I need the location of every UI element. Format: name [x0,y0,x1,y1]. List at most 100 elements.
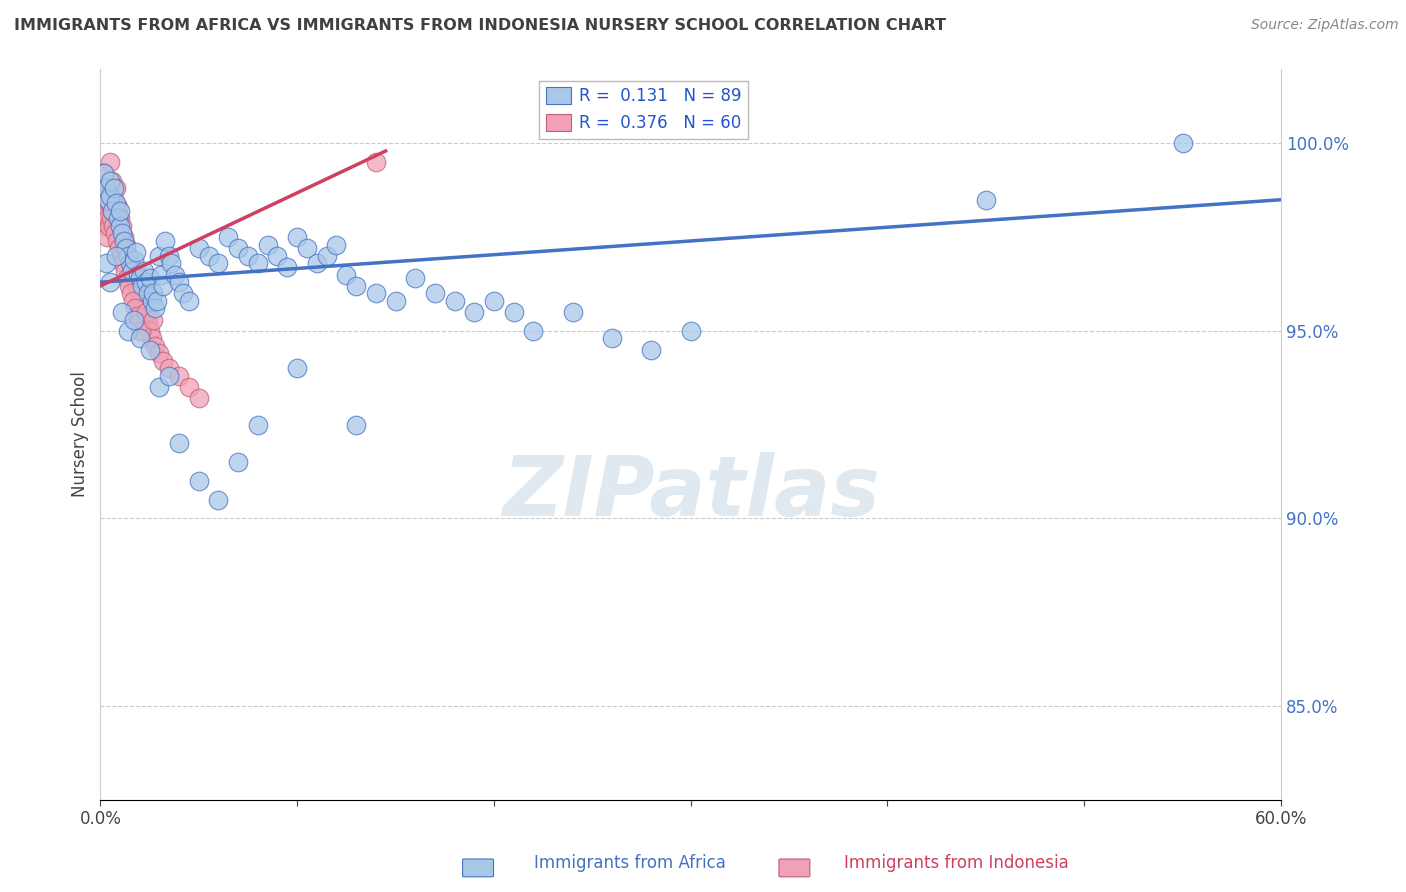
Point [94,181,117,195]
Point [108,219,131,233]
Point [127,286,149,301]
Point [96,181,118,195]
Point [423,286,446,301]
Point [117,249,139,263]
Point [132,264,155,278]
Point [105,249,128,263]
Point [105,181,128,195]
Point [325,237,347,252]
Point [117,324,139,338]
Point [502,305,524,319]
Point [111,305,134,319]
Point [91,166,114,180]
Point [142,286,165,301]
Point [146,293,169,308]
Point [121,264,143,278]
Point [246,417,269,432]
Point [120,286,142,301]
Point [404,271,426,285]
Point [100,211,122,226]
Point [152,354,174,368]
Point [187,242,209,256]
Point [141,331,163,345]
Text: ZIPatlas: ZIPatlas [502,452,880,533]
Point [141,293,163,308]
Y-axis label: Nursery School: Nursery School [72,371,89,497]
Point [97,211,120,226]
Point [384,293,406,308]
Point [285,361,308,376]
Text: Immigrants from Indonesia: Immigrants from Indonesia [844,855,1069,872]
Point [315,249,337,263]
Point [276,260,298,275]
Point [266,249,288,263]
Point [187,474,209,488]
Point [103,193,125,207]
Point [105,234,128,248]
Point [121,264,143,278]
Point [197,249,219,263]
Point [128,271,150,285]
Point [177,293,200,308]
Point [121,293,143,308]
Point [1171,136,1194,151]
Point [98,189,121,203]
Point [157,361,180,376]
Point [122,252,145,267]
Point [305,256,328,270]
Point [104,227,127,241]
Point [167,436,190,450]
Point [129,324,152,338]
Point [118,256,141,270]
Point [522,324,544,338]
Point [364,286,387,301]
Point [118,279,141,293]
Point [443,293,465,308]
Point [108,204,131,219]
Point [91,211,114,226]
Point [207,256,229,270]
Point [157,249,180,263]
Point [138,343,160,357]
Point [148,346,170,360]
Point [98,155,121,169]
Point [128,331,150,345]
Point [136,317,159,331]
Point [679,324,702,338]
Point [128,293,150,308]
Point [285,230,308,244]
Point [114,264,136,278]
Point [101,174,124,188]
Point [115,237,138,252]
Text: Immigrants from Africa: Immigrants from Africa [534,855,725,872]
Point [177,380,200,394]
Point [207,492,229,507]
Point [115,242,138,256]
Point [160,256,183,270]
Point [94,204,117,219]
Point [128,317,150,331]
Point [155,234,177,248]
Point [122,271,145,285]
Point [107,211,129,226]
Point [105,196,128,211]
Point [96,181,118,195]
Point [98,275,121,289]
Point [246,256,269,270]
Point [167,368,190,383]
Point [187,392,209,406]
Legend: R =  0.131   N = 89, R =  0.376   N = 60: R = 0.131 N = 89, R = 0.376 N = 60 [538,80,748,138]
Point [138,324,160,338]
Point [135,309,157,323]
Point [107,200,129,214]
Point [150,268,173,282]
Point [463,305,485,319]
Point [482,293,505,308]
Point [132,301,155,316]
Point [111,227,134,241]
Point [136,286,159,301]
Point [256,237,278,252]
Point [364,155,387,169]
Point [167,275,190,289]
Point [96,256,118,270]
